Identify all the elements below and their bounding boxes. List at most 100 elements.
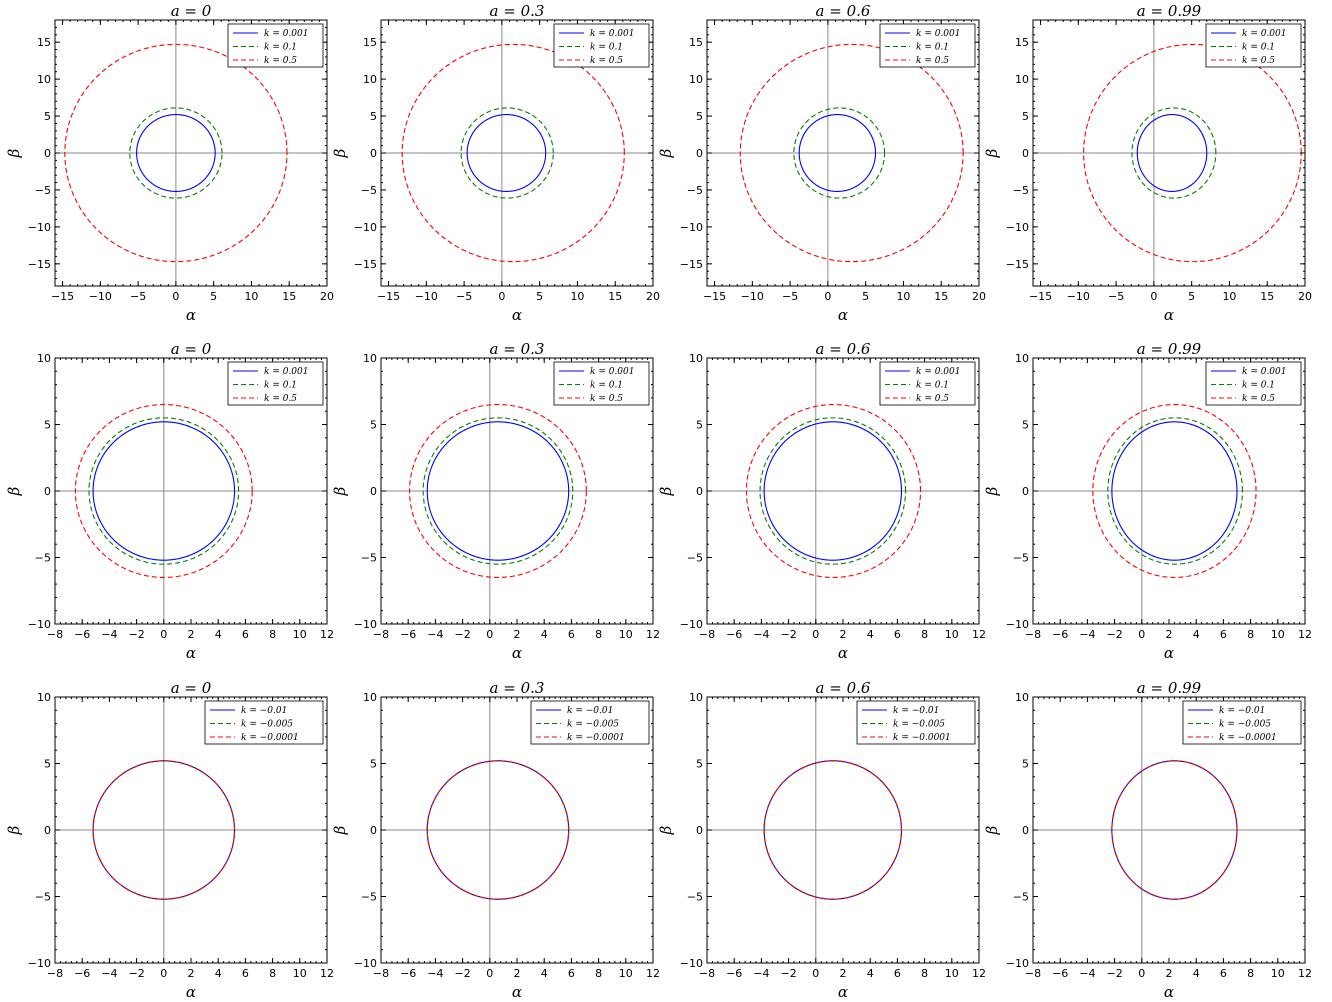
legend-box: [856, 700, 976, 745]
y-tick-label: −10: [28, 221, 51, 234]
shadow-curve-1: [92, 421, 236, 561]
y-tick-label: −15: [680, 258, 703, 271]
x-axis-label: α: [512, 983, 522, 1001]
legend-label: k = 0.5: [590, 56, 623, 66]
y-tick-label: −5: [35, 184, 51, 197]
x-tick-label: 2: [514, 628, 521, 641]
panel-5: −8 −6 −4 −2 0 2 4 6 8 10 12 −10 −5 0 5 10 a = 0 α β k = 0.0…: [5, 340, 334, 662]
y-axis-label: β: [983, 148, 1001, 158]
panel-title: a = 0.6: [816, 2, 871, 20]
panel-title: a = 0.99: [1137, 340, 1202, 358]
y-tick-label: 15: [363, 36, 377, 49]
x-tick-label: −2: [454, 628, 470, 641]
y-tick-label: 5: [696, 758, 703, 771]
legend-label: k = 0.001: [590, 367, 634, 377]
x-tick-label: −10: [741, 290, 764, 303]
x-tick-label: −15: [703, 290, 726, 303]
panel-title: a = 0.6: [816, 340, 871, 358]
x-tick-label: 4: [541, 628, 548, 641]
x-tick-label: 6: [568, 967, 575, 980]
curves: [1111, 760, 1238, 900]
x-tick-label: −4: [1079, 967, 1095, 980]
y-tick-label: −5: [687, 552, 703, 565]
y-tick-label: 15: [37, 36, 51, 49]
y-tick-label: 0: [370, 824, 377, 837]
x-axis-label: α: [838, 306, 848, 324]
y-tick-label: 10: [363, 691, 377, 704]
y-tick-label: 5: [370, 419, 377, 432]
x-tick-label: −10: [89, 290, 112, 303]
curves: [409, 403, 587, 579]
legend-label: k = 0.5: [590, 394, 623, 404]
x-axis-label: α: [838, 983, 848, 1001]
x-tick-label: 15: [282, 290, 296, 303]
legend-label: k = 0.001: [1242, 367, 1286, 377]
x-tick-label: 2: [1166, 967, 1173, 980]
x-tick-label: 0: [160, 628, 167, 641]
shadow-curve-1: [466, 114, 547, 192]
x-tick-label: 10: [619, 628, 633, 641]
x-tick-label: 0: [172, 290, 179, 303]
x-tick-label: −2: [1106, 628, 1122, 641]
panel-11: −8 −6 −4 −2 0 2 4 6 8 10 12 −10 −5 0 5 10 a = 0.6 α β k = −…: [657, 679, 986, 1001]
x-tick-label: 12: [972, 967, 986, 980]
x-tick-label: −4: [427, 967, 443, 980]
x-tick-label: 12: [320, 628, 334, 641]
x-tick-label: −8: [1025, 628, 1041, 641]
x-tick-label: 2: [840, 967, 847, 980]
x-tick-label: −8: [47, 628, 63, 641]
y-tick-label: −10: [1006, 957, 1029, 970]
shadow-curve-3: [74, 403, 253, 579]
x-tick-label: 2: [1166, 628, 1173, 641]
x-tick-label: 6: [1220, 628, 1227, 641]
y-tick-label: 10: [1015, 73, 1029, 86]
legend-label: k = 0.1: [264, 43, 297, 53]
x-tick-label: −2: [128, 967, 144, 980]
x-tick-label: 6: [242, 628, 249, 641]
y-tick-label: 5: [1022, 419, 1029, 432]
x-tick-label: −6: [726, 967, 742, 980]
legend-label: k = −0.01: [893, 706, 939, 716]
x-tick-label: −10: [415, 290, 438, 303]
y-tick-label: −15: [28, 258, 51, 271]
x-tick-label: 5: [862, 290, 869, 303]
y-tick-label: 0: [696, 147, 703, 160]
x-tick-label: −6: [400, 628, 416, 641]
y-axis-label: β: [983, 486, 1001, 496]
panel-title: a = 0.99: [1137, 2, 1202, 20]
x-tick-label: 12: [1298, 967, 1312, 980]
legend-label: k = 0.1: [590, 43, 623, 53]
y-tick-label: 0: [370, 147, 377, 160]
y-tick-label: 5: [1022, 758, 1029, 771]
x-tick-label: 20: [320, 290, 334, 303]
curves: [426, 760, 570, 900]
y-tick-label: 15: [1015, 36, 1029, 49]
legend-label: k = −0.0001: [567, 733, 625, 743]
panel-8: −8 −6 −4 −2 0 2 4 6 8 10 12 −10 −5 0 5 10 a = 0.99 α β k = …: [983, 340, 1312, 662]
x-tick-label: 6: [894, 967, 901, 980]
y-tick-label: 5: [696, 110, 703, 123]
panel-6: −8 −6 −4 −2 0 2 4 6 8 10 12 −10 −5 0 5 10 a = 0.3 α β k = 0…: [331, 340, 660, 662]
shadow-curve-2: [1131, 107, 1217, 199]
legend-label: k = 0.5: [1242, 56, 1275, 66]
legend-box: [204, 700, 324, 745]
x-tick-label: 0: [1150, 290, 1157, 303]
shadow-curve-3: [92, 760, 236, 900]
x-axis-label: α: [512, 306, 522, 324]
y-tick-label: −15: [354, 258, 377, 271]
x-tick-label: 8: [269, 628, 276, 641]
x-tick-label: 8: [269, 967, 276, 980]
shadow-curve-3: [1092, 403, 1257, 579]
y-tick-label: −5: [687, 891, 703, 904]
panel-3: −15 −10 −5 0 5 10 15 20 −15 −10 −5 0 5 10 15 a = 0.6 α β k…: [657, 2, 986, 324]
x-tick-label: −4: [753, 967, 769, 980]
x-tick-label: −8: [699, 967, 715, 980]
panel-2: −15 −10 −5 0 5 10 15 20 −15 −10 −5 0 5 10 15 a = 0.3 α β k…: [331, 2, 660, 324]
shadow-curve-1: [1111, 421, 1238, 561]
panel-title: a = 0.3: [490, 340, 545, 358]
x-tick-label: −6: [74, 967, 90, 980]
x-tick-label: 10: [570, 290, 584, 303]
legend-label: k = 0.5: [264, 56, 297, 66]
x-tick-label: −8: [47, 967, 63, 980]
shadow-curve-3: [409, 403, 587, 579]
